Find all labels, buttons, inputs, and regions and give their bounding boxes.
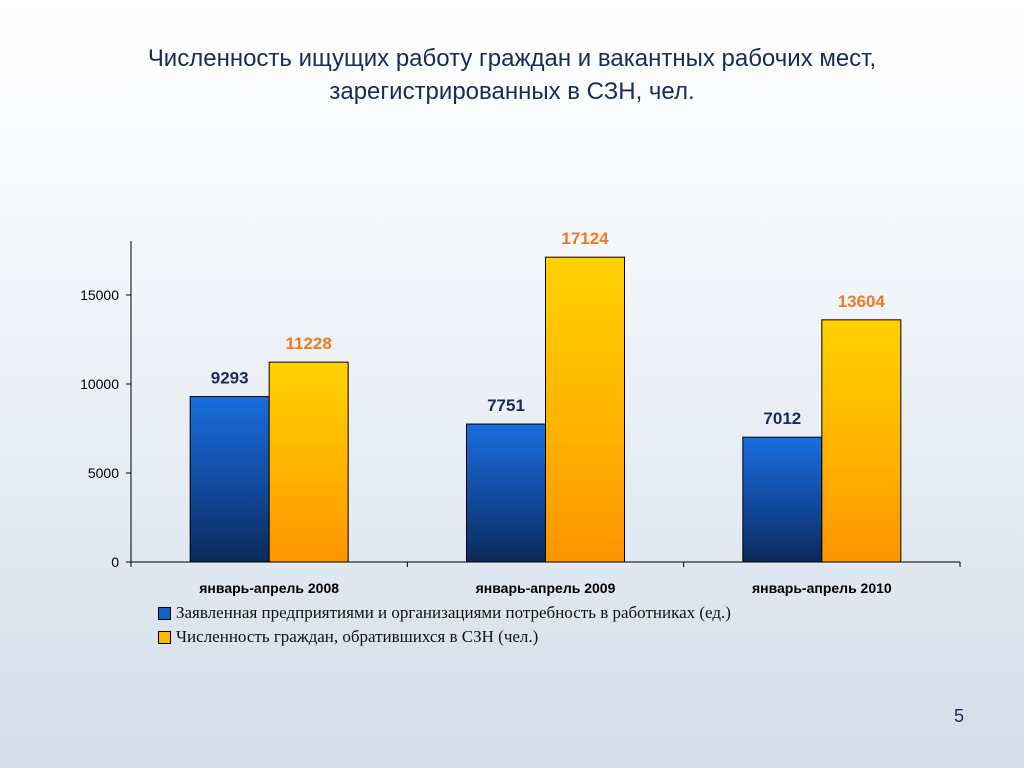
legend-item-citizens: Численность граждан, обратившихся в СЗН … [158, 625, 731, 649]
bar-demand [466, 423, 546, 563]
legend-label-citizens: Численность граждан, обратившихся в СЗН … [176, 627, 539, 646]
bar-demand [189, 396, 270, 563]
data-label-demand: 7751 [487, 396, 525, 415]
legend-swatch-blue [158, 606, 171, 620]
chart-legend: Заявленная предприятиями и организациями… [158, 601, 731, 649]
title-line-1: Численность ищущих работу граждан и вака… [147, 45, 877, 72]
y-tick-label: 10000 [80, 376, 119, 392]
bar-citizens [268, 361, 349, 563]
data-label-demand: 7012 [763, 409, 801, 428]
x-tick-label: январь-апрель 2009 [476, 580, 616, 596]
y-tick-label: 15000 [80, 287, 119, 303]
page-title: Численность ищущих работу граждан и вака… [60, 42, 964, 108]
data-label-citizens: 13604 [838, 292, 886, 311]
y-tick-label: 0 [111, 554, 119, 570]
bar-citizens [821, 319, 902, 563]
x-tick-label: январь-апрель 2010 [752, 580, 892, 596]
legend-label-demand: Заявленная предприятиями и организациями… [176, 603, 731, 622]
data-label-citizens: 17124 [561, 229, 609, 248]
bar-demand [742, 436, 823, 563]
data-label-demand: 9293 [211, 369, 249, 388]
title-line-2: зарегистрированных в СЗН, чел. [329, 78, 695, 105]
data-label-citizens: 11228 [285, 334, 331, 353]
bar-citizens [545, 256, 625, 563]
y-tick-label: 5000 [88, 465, 119, 481]
legend-item-demand: Заявленная предприятиями и организациями… [158, 601, 731, 625]
page-number: 5 [953, 706, 964, 726]
legend-swatch-orange [158, 630, 171, 644]
x-tick-label: январь-апрель 2008 [199, 580, 339, 596]
